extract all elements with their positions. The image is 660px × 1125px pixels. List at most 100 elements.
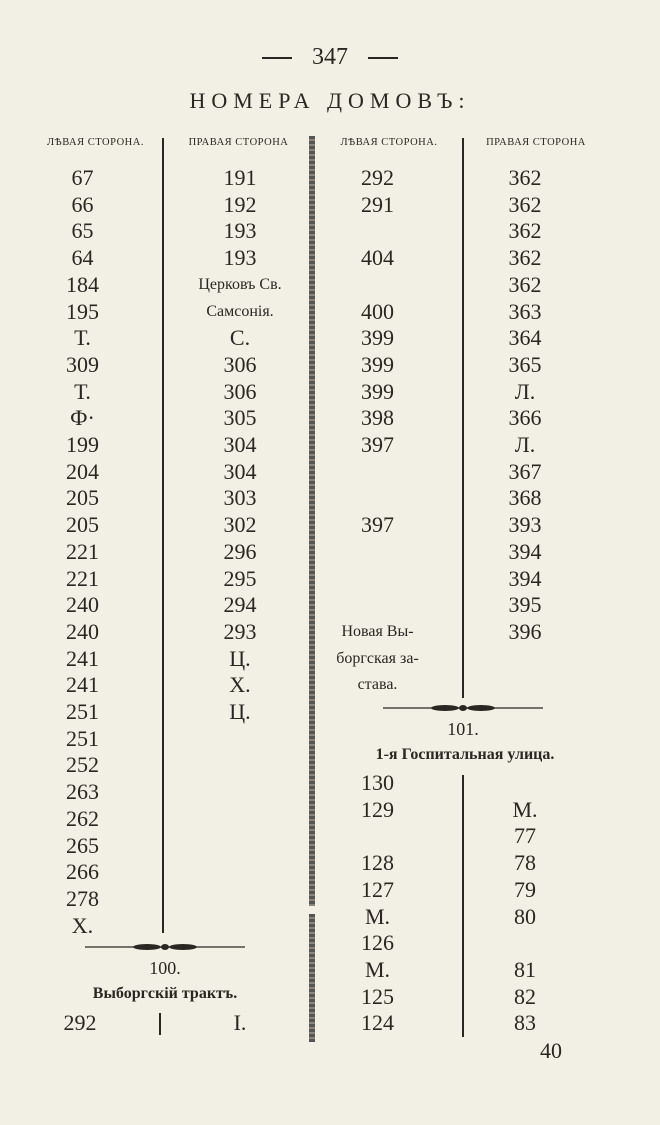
- center-divider-bar-lower: [309, 914, 315, 1042]
- house-number-cell: 368: [508, 485, 542, 511]
- house-number-cell: 365: [508, 351, 542, 377]
- house-number-cell: С.: [229, 325, 251, 351]
- page-number: 347: [0, 44, 660, 71]
- house-number-cell: 303: [223, 485, 257, 511]
- house-number-cell: 251: [66, 699, 99, 724]
- house-number-cell: 396: [508, 618, 542, 644]
- house-number-cell: 205: [66, 485, 99, 511]
- house-number-cell: Х.: [71, 912, 94, 938]
- house-number-cell: 129: [361, 796, 394, 822]
- house-number-cell: 204: [66, 458, 99, 484]
- house-number-cell: 400: [361, 298, 394, 324]
- house-number-cell: 364: [508, 325, 542, 351]
- house-number-cell: 399: [361, 325, 394, 351]
- house-number-cell: 291: [361, 191, 394, 217]
- house-number-cell: 128: [361, 850, 394, 876]
- house-number-cell: 302: [223, 512, 257, 538]
- house-number-cell: става.: [357, 676, 398, 694]
- column-divider-4: [159, 1013, 161, 1035]
- house-number-cell: 124: [361, 1010, 394, 1036]
- house-number-cell: 252: [66, 752, 99, 778]
- section-101-street: 1-я Госпитальная улица.: [375, 746, 555, 763]
- house-number-cell: 126: [361, 930, 394, 956]
- house-number-cell: 397: [361, 432, 394, 457]
- house-number-cell: [320, 592, 435, 618]
- house-number-cell: 241: [66, 672, 99, 698]
- section-101-number: 101.: [447, 719, 479, 739]
- page-title: НОМЕРА ДОМОВЪ:: [189, 88, 471, 113]
- house-number-cell: Ц.: [229, 699, 251, 724]
- house-number-cell: 393: [508, 512, 542, 538]
- house-number-cell: 241: [66, 645, 99, 671]
- house-number-cell: 296: [223, 538, 257, 564]
- house-number-cell: 294: [223, 592, 257, 618]
- house-number-cell: 404: [361, 245, 394, 271]
- column-divider-1: [162, 138, 164, 933]
- section-100-number: 100.: [149, 958, 181, 978]
- house-number-cell: [320, 823, 435, 849]
- house-number-cell: 306: [223, 378, 257, 404]
- house-number-cell: 292: [63, 1010, 97, 1035]
- house-number-cell: [320, 485, 435, 511]
- house-number-cell: 362: [508, 245, 542, 271]
- house-number-cell: 251: [66, 725, 99, 751]
- dash-left: [262, 57, 292, 60]
- house-number-cell: М.: [512, 796, 538, 822]
- house-number-cell: [470, 930, 580, 956]
- house-number-cell: 184: [66, 271, 99, 297]
- section-100-street: Выборгскій трактъ.: [92, 985, 238, 1002]
- house-number-cell: Самсонія.: [206, 302, 274, 320]
- house-number-cell: 263: [66, 779, 99, 805]
- header-right-side-2: ПРАВАЯ СТОРОНА: [486, 137, 586, 148]
- house-number-cell: 67: [71, 165, 94, 190]
- house-number-cell: [320, 459, 435, 485]
- header-left-side-1: ЛѢВАЯ СТОРОНА.: [47, 137, 144, 148]
- house-number-cell: 125: [361, 983, 394, 1009]
- header-right-side-1: ПРАВАЯ СТОРОНА: [188, 137, 289, 148]
- house-number-cell: Новая Вы-: [341, 622, 414, 640]
- house-number-cell: 193: [223, 218, 257, 244]
- house-number-cell: [320, 566, 435, 592]
- house-number-cell: 221: [66, 538, 99, 564]
- house-number-cell: 65: [71, 218, 94, 244]
- house-number-cell: 191: [223, 165, 257, 190]
- house-number-cell: 306: [223, 351, 257, 377]
- house-number-cell: 278: [66, 885, 99, 911]
- house-number-cell: 193: [223, 245, 257, 271]
- column-divider-2: [462, 138, 464, 698]
- house-number-cell: 64: [71, 245, 94, 271]
- house-number-cell: 362: [508, 218, 542, 244]
- ornament-divider: [85, 944, 245, 950]
- house-number-cell: [470, 770, 580, 796]
- house-number-cell: 266: [66, 859, 99, 885]
- house-number-cell: 399: [361, 378, 394, 404]
- house-number-cell: Т.: [74, 325, 91, 351]
- house-number-cell: 293: [223, 618, 257, 644]
- house-number-cell: 304: [223, 458, 257, 484]
- house-number-cell: 195: [66, 298, 99, 324]
- header-left-side-2: ЛѢВАЯ СТОРОНА.: [340, 137, 438, 148]
- house-number-cell: 394: [508, 565, 542, 591]
- house-number-cell: 82: [514, 983, 536, 1009]
- house-number-cell: 81: [514, 956, 536, 982]
- house-number-cell: 240: [66, 592, 99, 618]
- house-number-cell: 362: [508, 271, 542, 297]
- house-number-cell: 66: [71, 191, 94, 217]
- house-number-cell: 394: [508, 538, 542, 564]
- house-number-cell: М.: [364, 956, 391, 982]
- house-number-cell: 399: [361, 351, 394, 377]
- house-number-cell: Л.: [514, 432, 536, 457]
- house-number-cell: 398: [361, 405, 394, 431]
- house-number-cell: [320, 218, 435, 244]
- house-number-cell: 292: [361, 165, 394, 190]
- house-number-cell: 362: [508, 165, 542, 190]
- house-number-cell: 295: [223, 565, 257, 591]
- house-number-cell: Л.: [514, 378, 536, 404]
- house-number-cell: Х.: [229, 672, 251, 698]
- house-number-cell: 362: [508, 191, 542, 217]
- house-number-cell: [320, 539, 435, 565]
- center-divider-bar: [309, 136, 315, 906]
- house-number-cell: 240: [66, 618, 99, 644]
- house-number-cell: 309: [66, 351, 99, 377]
- house-number-cell: 304: [223, 432, 257, 457]
